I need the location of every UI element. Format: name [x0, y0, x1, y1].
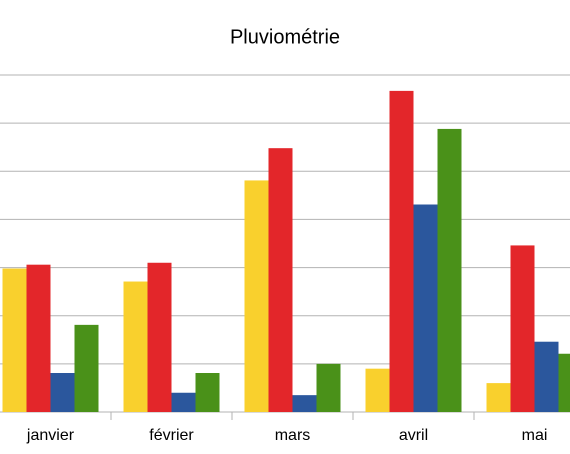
- bar: [292, 395, 317, 412]
- bar: [26, 264, 51, 412]
- x-tick-label: avril: [399, 427, 428, 444]
- x-tick-label: janvier: [26, 427, 75, 444]
- bar: [510, 245, 535, 412]
- bar: [413, 204, 438, 412]
- bar: [437, 128, 462, 413]
- bar: [389, 90, 414, 412]
- bar: [74, 324, 99, 412]
- bar: [534, 341, 559, 412]
- x-tick-label: mai: [522, 427, 548, 444]
- bar: [195, 373, 220, 412]
- bar: [244, 180, 269, 412]
- bar: [123, 281, 148, 412]
- chart-title: Pluviométrie: [230, 26, 340, 48]
- x-tick-label: février: [149, 427, 194, 444]
- bar: [50, 373, 75, 412]
- bar: [268, 148, 293, 413]
- bar: [147, 262, 172, 412]
- bar: [171, 392, 196, 412]
- bar: [486, 383, 511, 412]
- x-tick-label: mars: [275, 427, 311, 444]
- bar: [2, 268, 27, 412]
- bar: [365, 368, 390, 412]
- bar: [558, 353, 570, 412]
- bar: [316, 363, 341, 412]
